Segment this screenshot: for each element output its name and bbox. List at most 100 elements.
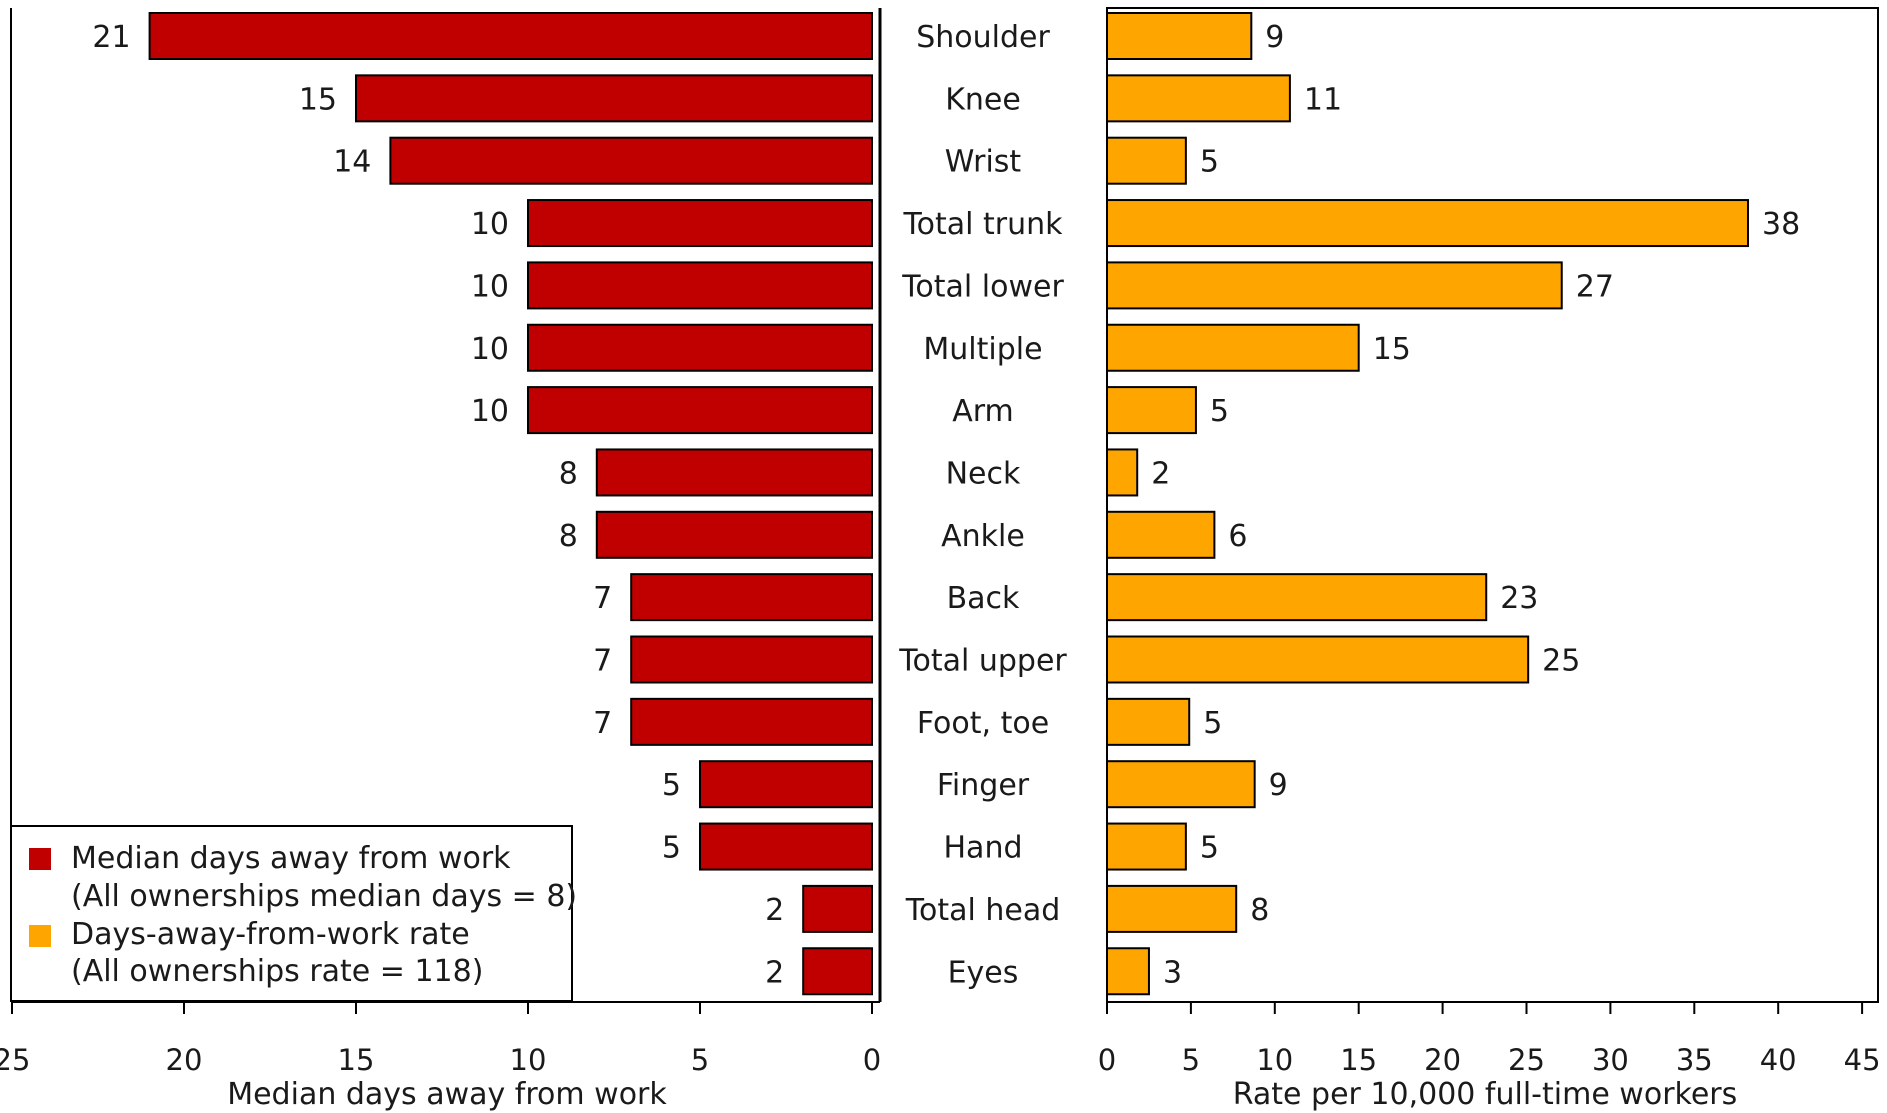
left-bar-arm: [527, 386, 873, 435]
right-bar-finger: [1106, 760, 1256, 809]
right-value-label-total-trunk: 38: [1762, 207, 1800, 242]
left-value-label-total-upper: 7: [593, 644, 612, 679]
right-tick-label: 45: [1844, 1043, 1881, 1077]
left-value-label-neck: 8: [559, 456, 578, 491]
right-bar-eyes: [1106, 947, 1150, 996]
right-bar-total-trunk: [1106, 199, 1749, 248]
right-value-label-eyes: 3: [1163, 955, 1182, 990]
left-tick-label: 20: [166, 1043, 203, 1077]
right-tick-label: 40: [1760, 1043, 1797, 1077]
right-value-label-shoulder: 9: [1265, 20, 1284, 55]
right-bar-total-head: [1106, 884, 1238, 933]
legend-sublabel-rate: (All ownerships rate = 118): [71, 954, 483, 989]
left-tick-label: 5: [691, 1043, 709, 1077]
right-value-label-arm: 5: [1210, 394, 1229, 429]
left-bar-shoulder: [148, 12, 874, 60]
right-value-label-finger: 9: [1269, 768, 1288, 803]
left-value-label-total-trunk: 10: [471, 207, 509, 242]
category-label-knee: Knee: [945, 82, 1021, 117]
right-value-label-ankle: 6: [1228, 519, 1247, 554]
right-bar-neck: [1106, 448, 1139, 497]
left-bar-foot-toe: [630, 697, 874, 746]
left-value-label-wrist: 14: [333, 145, 371, 180]
left-value-label-shoulder: 21: [92, 20, 130, 55]
right-tick-label: 0: [1098, 1043, 1116, 1077]
left-value-label-hand: 5: [662, 831, 681, 866]
right-tick-label: 30: [1592, 1043, 1629, 1077]
right-bar-back: [1106, 573, 1488, 622]
right-value-label-hand: 5: [1200, 831, 1219, 866]
legend-box: [10, 825, 573, 1002]
right-value-label-foot-toe: 5: [1203, 706, 1222, 741]
category-label-hand: Hand: [944, 831, 1023, 866]
category-label-arm: Arm: [952, 394, 1014, 429]
right-bar-hand: [1106, 822, 1187, 871]
left-value-label-total-lower: 10: [471, 269, 509, 304]
right-bar-knee: [1106, 74, 1291, 123]
category-label-foot-toe: Foot, toe: [917, 706, 1049, 741]
right-value-label-back: 23: [1500, 581, 1538, 616]
right-axis-title: Rate per 10,000 full-time workers: [1233, 1077, 1738, 1112]
right-bar-ankle: [1106, 510, 1216, 559]
category-label-total-trunk: Total trunk: [902, 207, 1063, 242]
right-value-label-total-upper: 25: [1542, 644, 1580, 679]
legend: Median days away from work (All ownershi…: [10, 825, 577, 1002]
left-value-label-knee: 15: [299, 82, 337, 117]
legend-label-median-days: Median days away from work: [71, 841, 511, 876]
left-value-label-ankle: 8: [559, 519, 578, 554]
left-bar-eyes: [802, 947, 874, 996]
left-value-label-back: 7: [593, 581, 612, 616]
right-bar-foot-toe: [1106, 697, 1191, 746]
right-bar-shoulder: [1106, 12, 1253, 60]
left-bar-total-lower: [527, 261, 873, 310]
category-label-finger: Finger: [937, 768, 1030, 803]
category-label-back: Back: [947, 581, 1020, 616]
left-bar-multiple: [527, 323, 873, 372]
right-tick-label: 20: [1424, 1043, 1461, 1077]
right-value-label-wrist: 5: [1200, 145, 1219, 180]
left-tick-label: 15: [338, 1043, 375, 1077]
left-bar-back: [630, 573, 874, 622]
category-label-eyes: Eyes: [948, 955, 1019, 990]
right-tick-label: 10: [1256, 1043, 1293, 1077]
left-value-label-arm: 10: [471, 394, 509, 429]
left-axis-title: Median days away from work: [227, 1077, 667, 1112]
left-bar-knee: [355, 74, 873, 123]
category-label-neck: Neck: [946, 456, 1021, 491]
left-tick-label: 0: [863, 1043, 881, 1077]
category-label-wrist: Wrist: [945, 145, 1022, 180]
right-value-label-total-lower: 27: [1576, 269, 1614, 304]
right-bar-wrist: [1106, 136, 1187, 185]
right-tick-label: 5: [1182, 1043, 1200, 1077]
category-label-total-lower: Total lower: [901, 269, 1064, 304]
left-value-label-finger: 5: [662, 768, 681, 803]
left-value-label-total-head: 2: [765, 893, 784, 928]
category-label-shoulder: Shoulder: [916, 20, 1050, 55]
legend-sublabel-median-days: (All ownerships median days = 8): [71, 879, 577, 914]
category-label-multiple: Multiple: [923, 332, 1042, 367]
legend-swatch-median-days: [29, 848, 51, 870]
right-value-label-total-head: 8: [1250, 893, 1269, 928]
category-label-total-head: Total head: [905, 893, 1061, 928]
right-tick-label: 35: [1676, 1043, 1713, 1077]
left-value-label-multiple: 10: [471, 332, 509, 367]
category-label-total-upper: Total upper: [898, 644, 1067, 679]
left-bar-finger: [699, 760, 873, 809]
category-label-ankle: Ankle: [941, 519, 1025, 554]
left-value-label-eyes: 2: [765, 955, 784, 990]
right-bar-total-upper: [1106, 635, 1530, 684]
left-bar-hand: [699, 822, 873, 871]
legend-label-rate: Days-away-from-work rate: [71, 917, 470, 952]
left-bar-total-upper: [630, 635, 874, 684]
right-bar-total-lower: [1106, 261, 1563, 310]
left-bar-wrist: [389, 136, 873, 185]
left-bar-neck: [595, 448, 873, 497]
left-tick-label: 25: [0, 1043, 30, 1077]
right-bar-multiple: [1106, 323, 1360, 372]
left-bar-total-trunk: [527, 199, 873, 248]
left-value-label-foot-toe: 7: [593, 706, 612, 741]
left-tick-label: 10: [510, 1043, 547, 1077]
